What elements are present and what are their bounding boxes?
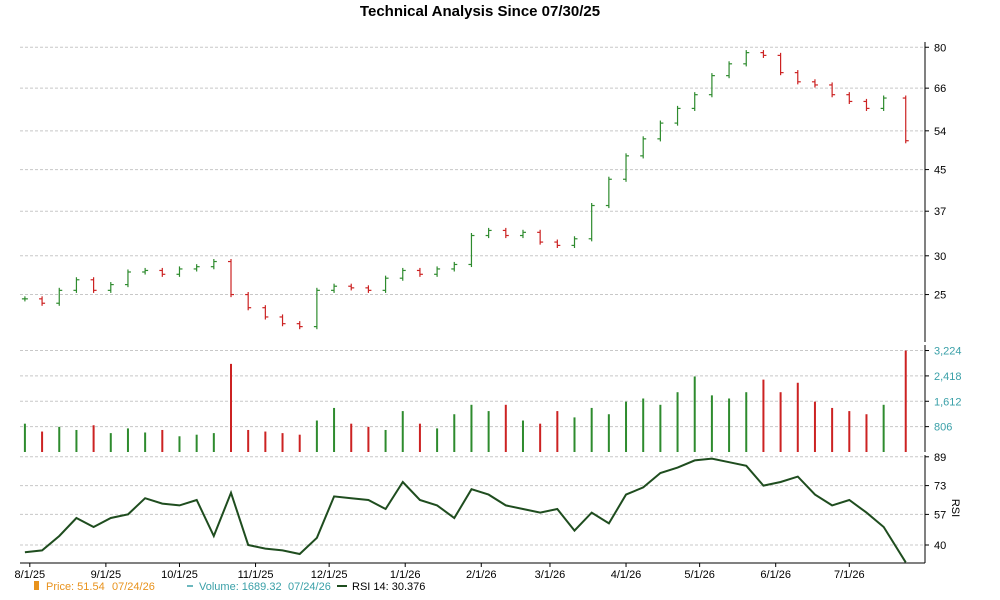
volume-legend-label: Volume: 1689.32	[199, 581, 282, 593]
rsi-legend-label: RSI 14: 30.376	[352, 581, 425, 593]
volume-bars	[23, 350, 907, 452]
volume-bar	[607, 414, 610, 452]
rsi-tick-label: 57	[934, 509, 946, 521]
volume-bar	[779, 392, 782, 452]
volume-bar	[590, 407, 593, 452]
volume-bar	[212, 433, 215, 452]
volume-bar	[92, 425, 95, 452]
volume-tick-label: 1,612	[934, 396, 962, 408]
volume-bar	[247, 429, 250, 452]
price-legend-date: 07/24/26	[112, 581, 155, 593]
price-tick-label: 66	[934, 83, 946, 95]
volume-bar	[904, 350, 907, 452]
volume-legend-date: 07/24/26	[288, 581, 331, 593]
rsi-tick-label: 89	[934, 452, 946, 464]
volume-bar	[642, 398, 645, 452]
volume-bar	[401, 411, 404, 452]
volume-bar	[230, 363, 233, 452]
volume-bar	[109, 433, 112, 452]
x-tick-label: 4/1/26	[611, 569, 642, 581]
volume-bar	[813, 401, 816, 452]
x-tick-label: 10/1/25	[161, 569, 198, 581]
volume-bar	[333, 407, 336, 452]
x-tick-label: 6/1/26	[760, 569, 791, 581]
x-tick-label: 1/1/26	[390, 569, 421, 581]
volume-bar	[264, 431, 267, 452]
volume-grid: 806 1,612 2,418 3,224	[20, 346, 962, 434]
price-tick-label: 54	[934, 126, 946, 138]
legend: Price: 51.54 07/24/26 Volume: 1689.32 07…	[34, 581, 425, 593]
x-tick-label: 2/1/26	[466, 569, 497, 581]
volume-bar	[470, 404, 473, 452]
volume-tick-label: 2,418	[934, 371, 962, 383]
volume-bar	[504, 404, 507, 452]
volume-bar	[144, 432, 147, 452]
volume-bar	[298, 434, 301, 452]
volume-bar	[831, 407, 834, 452]
volume-bar	[487, 411, 490, 452]
volume-bar	[745, 392, 748, 452]
rsi-line	[24, 457, 907, 563]
volume-bar	[693, 376, 696, 452]
volume-bar	[418, 423, 421, 452]
volume-bar	[882, 404, 885, 452]
price-tick-label: 45	[934, 165, 946, 177]
volume-bar	[556, 411, 559, 452]
price-tick-label: 25	[934, 290, 946, 302]
x-tick-label: 8/1/25	[15, 569, 46, 581]
volume-bar	[195, 434, 198, 452]
price-legend-label: Price: 51.54	[46, 581, 105, 593]
price-legend-marker	[34, 581, 39, 590]
volume-bar	[728, 398, 731, 452]
volume-bar	[796, 382, 799, 452]
volume-bar	[161, 429, 164, 452]
volume-bar	[865, 414, 868, 452]
x-tick-label: 5/1/26	[684, 569, 715, 581]
volume-bar	[350, 423, 353, 452]
x-tick-label: 9/1/25	[91, 569, 122, 581]
rsi-axis-label: RSI	[949, 499, 961, 517]
volume-bar	[367, 426, 370, 452]
volume-tick-label: 806	[934, 422, 952, 434]
price-grid: 25 30 37 45 54 66 80	[20, 42, 946, 302]
price-bars	[21, 50, 909, 330]
price-tick-label: 37	[934, 206, 946, 218]
volume-bar	[315, 420, 318, 452]
volume-bar	[75, 429, 78, 452]
chart-title: Technical Analysis Since 07/30/25	[360, 3, 600, 20]
x-tick-label: 3/1/26	[535, 569, 566, 581]
price-tick-label: 80	[934, 42, 946, 54]
volume-bar	[436, 428, 439, 452]
x-tick-label: 7/1/26	[834, 569, 865, 581]
rsi-line-group	[24, 457, 907, 563]
volume-bar	[384, 429, 387, 452]
volume-bar	[710, 395, 713, 452]
rsi-tick-label: 73	[934, 481, 946, 493]
volume-bar	[676, 392, 679, 452]
price-tick-label: 30	[934, 251, 946, 263]
volume-bar	[848, 411, 851, 452]
volume-bar	[178, 436, 181, 452]
volume-bar	[58, 426, 61, 452]
x-tick-label: 12/1/25	[311, 569, 348, 581]
volume-bar	[539, 423, 542, 452]
volume-bar	[41, 431, 44, 452]
rsi-grid: 40 57 73 89	[20, 452, 946, 552]
volume-bar	[521, 420, 524, 452]
x-tick-label: 11/1/25	[238, 569, 274, 581]
volume-bar	[281, 433, 284, 452]
rsi-tick-label: 40	[934, 540, 946, 552]
panel-frames	[20, 42, 926, 564]
volume-bar	[573, 417, 576, 452]
volume-bar	[23, 423, 26, 452]
volume-bar	[659, 404, 662, 452]
volume-bar	[625, 401, 628, 452]
volume-tick-label: 3,224	[934, 346, 962, 358]
volume-bar	[453, 414, 456, 452]
volume-bar	[126, 428, 129, 452]
volume-bar	[762, 379, 765, 452]
x-axis-ticks: 8/1/25 9/1/25 10/1/25 11/1/25 12/1/25 1/1/26 2…	[15, 563, 865, 581]
